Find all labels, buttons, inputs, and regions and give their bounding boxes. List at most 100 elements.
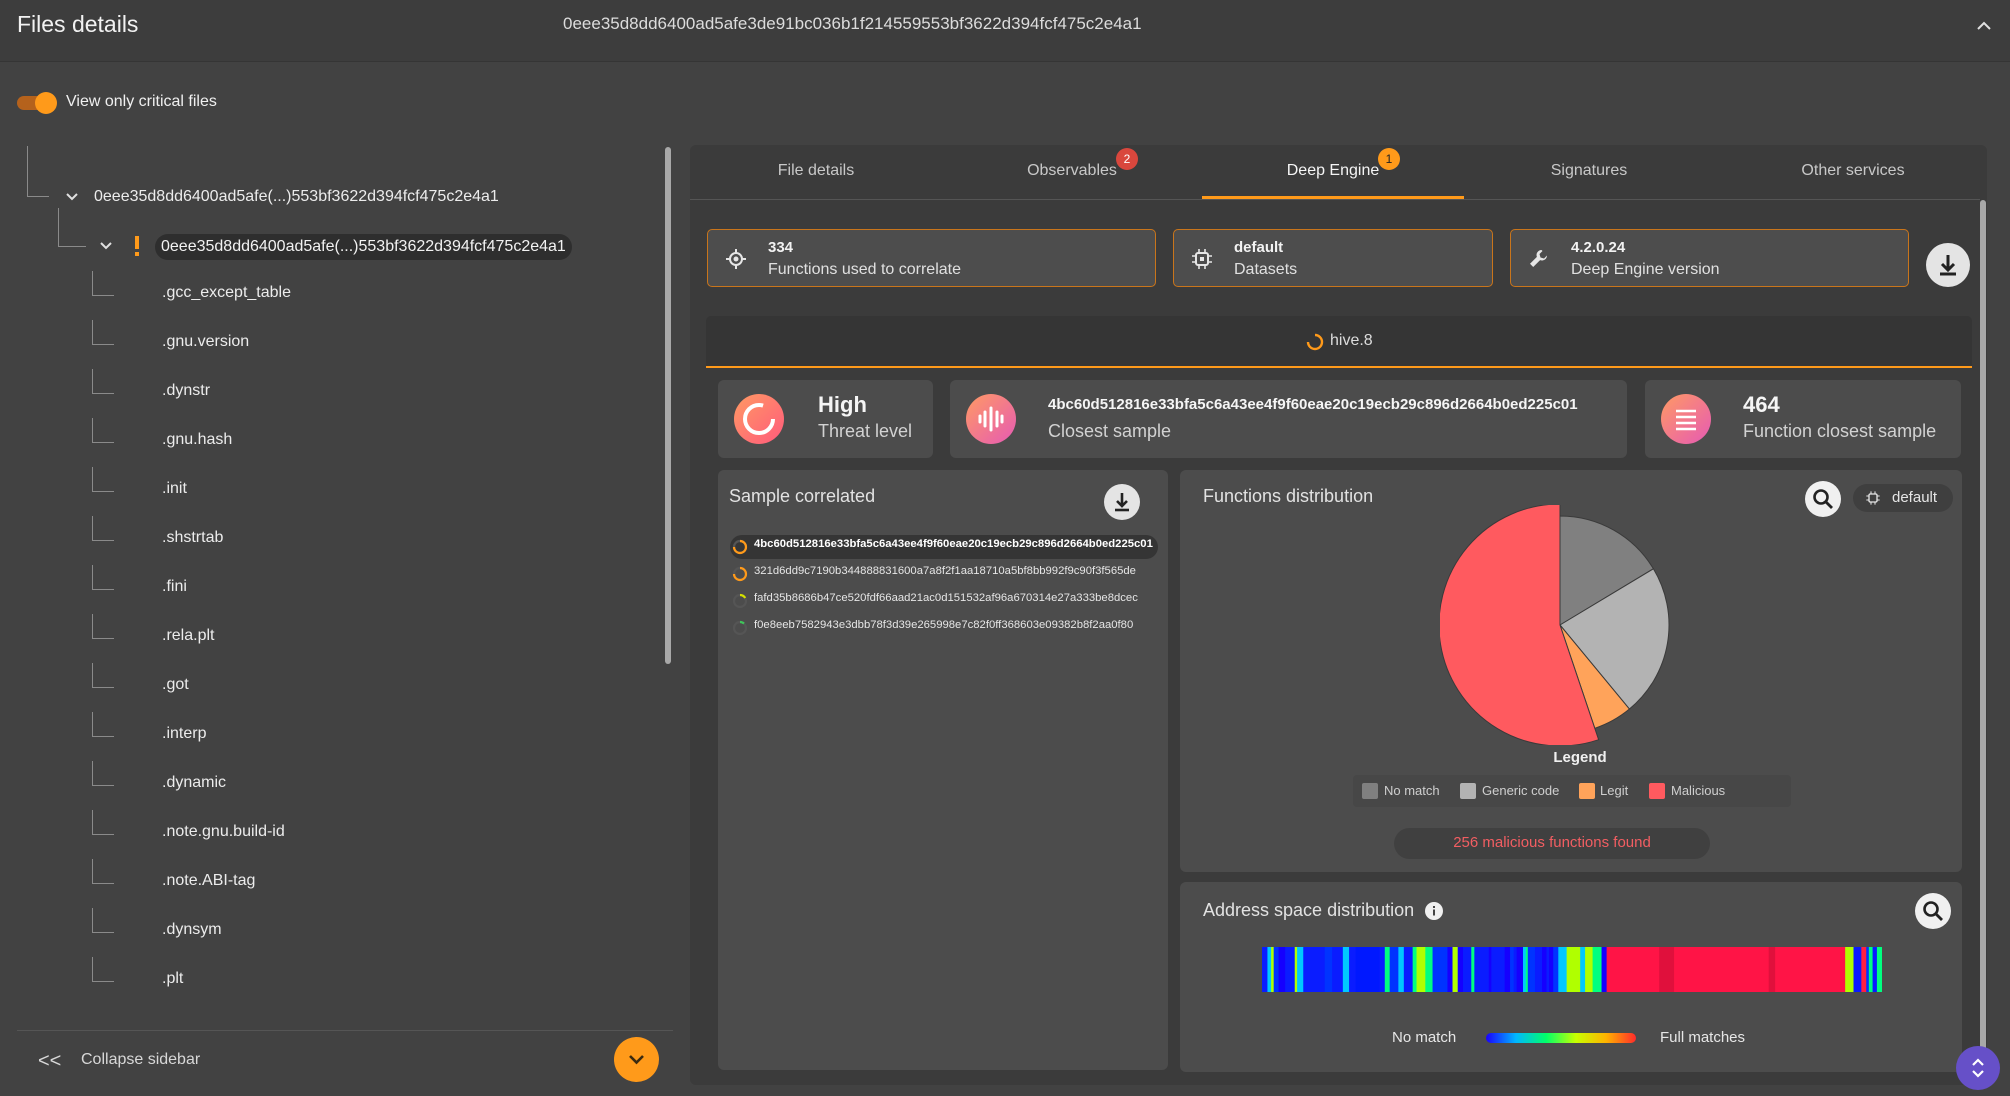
functions-pie-chart [1440,505,1670,745]
stat-functions-correlate: 334 Functions used to correlate [707,229,1156,287]
stat-engine-version: 4.2.0.24 Deep Engine version [1510,229,1909,287]
list-icon [1661,394,1711,444]
collapse-sidebar-button[interactable]: Collapse sidebar [81,1051,201,1068]
address-stripe [1558,947,1568,992]
tree-section-item[interactable]: .note.ABI-tag [162,872,256,889]
panel-scrollbar[interactable] [1980,200,1986,1080]
sample-hash: 4bc60d512816e33bfa5c6a43ee4f9f60eae20c19… [754,538,1153,550]
file-tree: 0eee35d8dd6400ad5afe(...)553bf3622d394fc… [17,146,667,1024]
address-stripe [1876,947,1882,992]
tree-selected-file[interactable]: 0eee35d8dd6400ad5afe(...)553bf3622d394fc… [155,234,572,260]
header-bar [0,0,2010,62]
address-stripe [1285,947,1290,992]
address-stripe [1527,947,1536,992]
address-stripe [1373,947,1381,992]
address-stripe [1504,947,1511,992]
chevron-down-icon[interactable] [63,188,81,206]
download-samples-button[interactable] [1104,484,1140,520]
address-stripe [1267,947,1272,992]
legend-swatch-generic [1460,783,1476,799]
tree-section-item[interactable]: .fini [162,578,187,595]
pie-slice-malicious[interactable] [1440,505,1600,745]
address-stripe [1659,947,1675,992]
address-stripe [1866,947,1870,992]
functions-search-button[interactable] [1805,481,1841,517]
dataset-selector[interactable] [1853,484,1953,512]
address-stripe [1534,947,1543,992]
tree-section-item[interactable]: .shstrtab [162,529,224,546]
address-stripe [1637,947,1660,992]
search-icon [1813,489,1833,509]
target-icon [726,249,746,269]
chevron-down-icon[interactable] [97,237,115,255]
tree-scrollbar[interactable] [665,147,671,664]
address-stripe [1585,947,1594,992]
chevron-up-icon[interactable] [1972,14,1996,38]
address-stripe [1549,947,1554,992]
pie-slice-no-match[interactable] [1559,515,1655,626]
deep-engine-badge: 1 [1378,148,1400,170]
tab-other-services[interactable]: Other services [1801,162,1905,179]
tree-section-item[interactable]: .gcc_except_table [162,284,291,301]
function-closest-value: 464 [1743,392,1780,417]
critical-files-toggle[interactable] [17,92,57,114]
address-stripe [1271,947,1275,992]
address-space-title: Address space distribution [1203,900,1415,920]
tree-section-item[interactable]: .dynamic [162,774,227,791]
scroll-toggle-button[interactable] [1956,1046,2000,1090]
address-stripe [1438,947,1446,992]
sample-hash: f0e8eeb7582943e3dbb78f3d39e265998e7c82f0… [754,619,1134,631]
address-stripe [1398,947,1405,992]
function-closest-card: 464 Function closest sample [1645,380,1961,458]
stat-value: 4.2.0.24 [1571,239,1626,256]
address-stripe [1546,947,1550,992]
closest-sample-hash[interactable]: 4bc60d512816e33bfa5c6a43ee4f9f60eae20c19… [1048,396,1578,413]
address-stripe [1334,947,1344,992]
hive-label: hive.8 [1330,332,1373,349]
tab-deep-engine[interactable]: Deep Engine [1286,162,1380,179]
hive-section [706,316,1972,368]
tree-section-item[interactable]: .gnu.version [162,333,250,350]
address-stripe [1361,947,1369,992]
tab-signatures[interactable]: Signatures [1550,162,1628,179]
expand-vertical-icon [1972,1058,1984,1078]
legend-label-malicious[interactable]: Malicious [1671,783,1726,798]
legend-label-generic[interactable]: Generic code [1482,783,1560,798]
address-stripe [1574,947,1581,992]
tab-file-details[interactable]: File details [777,162,855,179]
sample-row[interactable]: f0e8eeb7582943e3dbb78f3d39e265998e7c82f0… [730,616,1158,640]
loading-spinner-icon [732,620,748,636]
address-stripe [1824,947,1846,992]
address-stripe [1425,947,1434,992]
address-stripe [1332,947,1336,992]
pie-slice-generic-code[interactable] [1559,568,1670,710]
tree-section-item[interactable]: .rela.plt [162,627,215,644]
tree-section-item[interactable]: .gnu.hash [162,431,233,448]
sample-row[interactable]: 4bc60d512816e33bfa5c6a43ee4f9f60eae20c19… [730,535,1158,559]
address-stripe [1845,947,1855,992]
address-stripe [1318,947,1326,992]
tree-section-item[interactable]: .dynsym [162,921,222,938]
tree-section-item[interactable]: .note.gnu.build-id [162,823,285,840]
address-search-button[interactable] [1915,893,1951,929]
tree-root-label[interactable]: 0eee35d8dd6400ad5afe(...)553bf3622d394fc… [94,188,499,205]
info-icon[interactable] [1424,901,1444,921]
sample-row[interactable]: fafd35b8686b47ce520fdf66aad21ac0d151532a… [730,589,1158,613]
tree-section-item[interactable]: .dynstr [162,382,211,399]
chip-icon [1192,249,1212,269]
tab-observables[interactable]: Observables [1027,162,1117,179]
tree-section-item[interactable]: .interp [162,725,207,742]
sample-row[interactable]: 321d6dd9c7190b344888831600a7a8f2f1aa1871… [730,562,1158,586]
tree-section-item[interactable]: .got [162,676,189,693]
tree-section-item[interactable]: .plt [162,970,184,987]
scroll-down-button[interactable] [614,1037,659,1082]
address-stripe [1694,947,1709,992]
address-stripe [1861,947,1867,992]
legend-label-legit[interactable]: Legit [1600,783,1629,798]
tree-section-item[interactable]: .init [162,480,187,497]
closest-sample-label: Closest sample [1048,421,1172,441]
pie-legend [1353,775,1791,807]
legend-label-no-match[interactable]: No match [1384,783,1440,798]
double-chevron-left-icon[interactable]: << [38,1050,62,1072]
download-report-button[interactable] [1926,243,1970,287]
